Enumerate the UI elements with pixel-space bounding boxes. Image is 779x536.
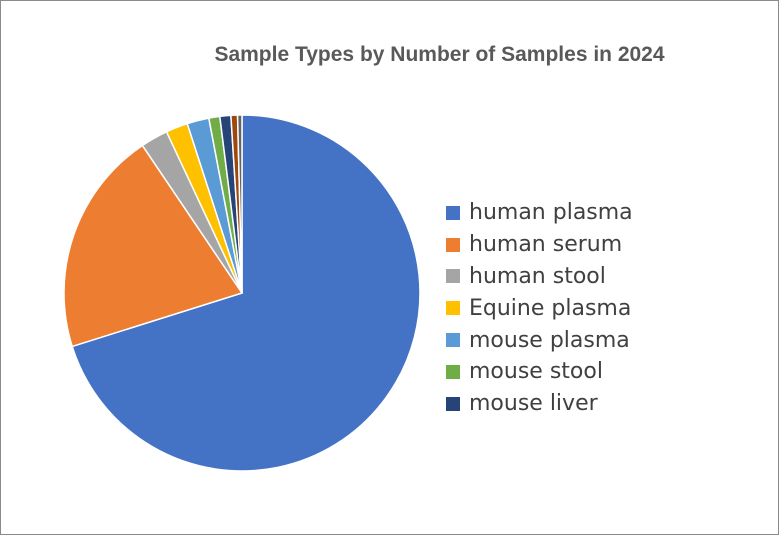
pie-slice-unlabeled-8	[236, 114, 243, 294]
legend-label: mouse liver	[469, 391, 598, 417]
legend-label: human stool	[469, 263, 606, 289]
legend-swatch	[446, 301, 460, 316]
legend: human plasma human serum human stool Equine…	[446, 197, 633, 420]
legend-item: human plasma	[446, 197, 633, 229]
legend-swatch	[446, 396, 460, 411]
legend-swatch	[446, 269, 460, 284]
legend-label: human serum	[469, 232, 623, 258]
legend-label: mouse stool	[469, 359, 603, 385]
pie-slice-human-plasma	[71, 114, 421, 472]
legend-item: human stool	[446, 261, 633, 293]
legend-swatch	[446, 364, 460, 379]
pie-slice-human-serum	[63, 144, 244, 348]
legend-item: mouse plasma	[446, 324, 633, 356]
legend-label: Equine plasma	[469, 295, 632, 321]
legend-swatch	[446, 333, 460, 348]
legend-item: mouse stool	[446, 356, 633, 388]
legend-item: human serum	[446, 229, 633, 261]
legend-item: Equine plasma	[446, 292, 633, 324]
legend-label: mouse plasma	[469, 327, 630, 353]
legend-label: human plasma	[469, 200, 633, 226]
legend-swatch	[446, 205, 460, 220]
legend-swatch	[446, 237, 460, 252]
legend-item: mouse liver	[446, 388, 633, 420]
chart-title: Sample Types by Number of Samples in 202…	[214, 43, 665, 66]
